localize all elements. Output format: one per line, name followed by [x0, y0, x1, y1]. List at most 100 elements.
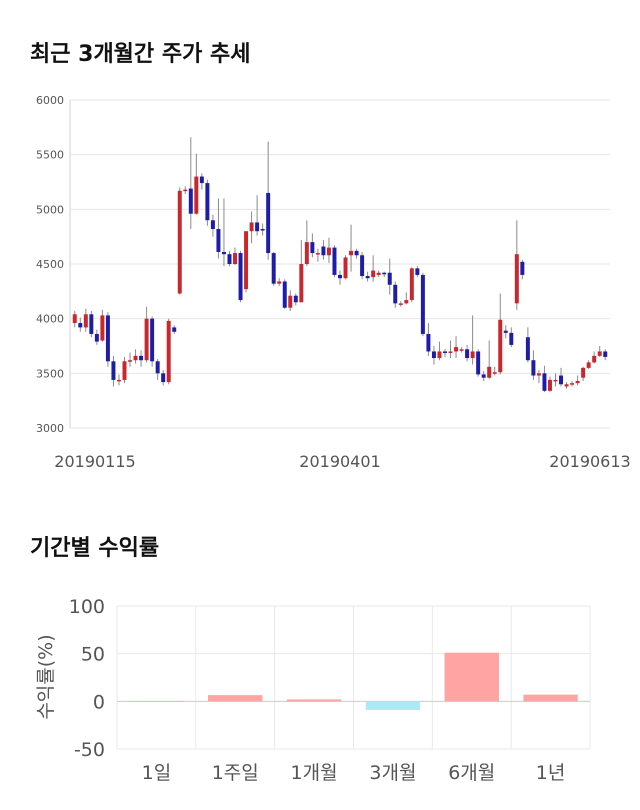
candle-body	[210, 220, 215, 230]
candle-body	[332, 247, 337, 275]
candle-body	[282, 281, 287, 308]
candle-body	[94, 333, 99, 342]
candle-body	[194, 176, 199, 214]
candle-body	[155, 361, 160, 374]
candle-body	[116, 379, 121, 382]
candle-body	[520, 261, 525, 275]
candle-body	[387, 272, 392, 285]
candle-body	[559, 375, 564, 385]
candle-body	[498, 319, 503, 373]
x-tick-label: 20190115	[54, 452, 135, 471]
candle-body	[238, 253, 243, 301]
candle-body	[89, 314, 94, 334]
y-tick-label: 100	[69, 596, 105, 618]
candle-body	[128, 360, 133, 362]
candle-body	[398, 303, 403, 305]
candle-body	[326, 247, 331, 256]
candle-body	[547, 379, 552, 391]
candle-body	[133, 355, 138, 361]
candle-body	[299, 264, 304, 303]
candle-body	[183, 189, 188, 192]
x-category-label: 1일	[142, 762, 172, 784]
candle-body	[166, 320, 171, 383]
x-category-label: 3개월	[369, 762, 416, 784]
y-axis-title: 수익률(%)	[35, 634, 57, 719]
return-bar	[365, 701, 421, 710]
candle-body	[465, 349, 470, 359]
candle-body	[542, 373, 547, 391]
candle-body	[100, 315, 105, 341]
return-bar	[444, 652, 499, 702]
candle-body	[553, 379, 558, 382]
candle-body	[514, 254, 519, 304]
y-tick-label: 0	[93, 691, 105, 713]
candle-body	[525, 337, 530, 361]
candle-body	[249, 222, 254, 232]
candle-body	[371, 270, 376, 278]
candle-body	[437, 351, 442, 359]
period-return-title: 기간별 수익률	[30, 536, 160, 561]
candle-body	[415, 268, 420, 275]
y-tick-label: 5500	[36, 149, 64, 162]
return-bar	[129, 701, 184, 702]
candle-body	[216, 229, 221, 252]
candle-body	[205, 183, 210, 221]
candle-body	[360, 255, 365, 277]
y-tick-label: -50	[74, 739, 105, 761]
candle-body	[271, 253, 276, 284]
candle-body	[233, 253, 237, 264]
return-bar	[286, 699, 342, 702]
candle-body	[277, 281, 282, 284]
y-tick-label: 5000	[36, 203, 64, 216]
candle-body	[448, 351, 453, 353]
x-tick-label: 20190613	[549, 452, 630, 471]
candle-body	[420, 274, 425, 334]
candle-body	[531, 360, 536, 376]
candle-body	[78, 323, 83, 328]
candle-body	[266, 192, 271, 254]
candle-body	[105, 315, 110, 362]
y-tick-label: 3500	[36, 367, 64, 380]
candle-body	[304, 242, 309, 264]
candle-body	[338, 274, 342, 279]
x-category-label: 1주일	[212, 762, 259, 784]
y-tick-label: 3000	[36, 422, 64, 435]
candle-body	[592, 355, 597, 363]
candle-body	[570, 383, 575, 385]
candle-body	[83, 314, 88, 328]
return-bar	[523, 694, 578, 702]
candle-body	[139, 355, 144, 361]
candle-body	[476, 351, 481, 375]
candle-body	[431, 351, 436, 359]
candle-body	[321, 246, 326, 256]
x-tick-label: 20190401	[299, 452, 380, 471]
y-tick-label: 4500	[36, 258, 64, 271]
candle-body	[72, 314, 77, 324]
candle-body	[376, 272, 381, 275]
candle-body	[393, 284, 398, 304]
y-tick-label: 4000	[36, 313, 64, 326]
candle-body	[597, 351, 602, 356]
candle-body	[492, 372, 497, 374]
candle-body	[315, 253, 320, 255]
candle-body	[244, 231, 249, 290]
candle-body	[111, 361, 116, 380]
candle-body	[354, 250, 359, 256]
candle-body	[586, 362, 591, 368]
candle-body	[365, 276, 370, 279]
candle-body	[349, 250, 354, 256]
candle-body	[122, 361, 127, 380]
stock-trend-title: 최근 3개월간 주가 추세	[30, 42, 251, 67]
candle-body	[343, 257, 348, 279]
candle-body	[459, 349, 464, 351]
candle-body	[404, 300, 409, 304]
candle-body	[426, 333, 431, 352]
stock-candlestick-chart: 3000 3500 4000 4500 5000 5500 6000 20190115 2019…	[36, 94, 631, 471]
candle-body	[221, 251, 226, 255]
candle-body	[293, 295, 298, 303]
candle-body	[227, 254, 232, 264]
candle-body	[603, 351, 608, 357]
y-tick-label: 50	[81, 644, 105, 666]
candle-body	[310, 242, 315, 254]
